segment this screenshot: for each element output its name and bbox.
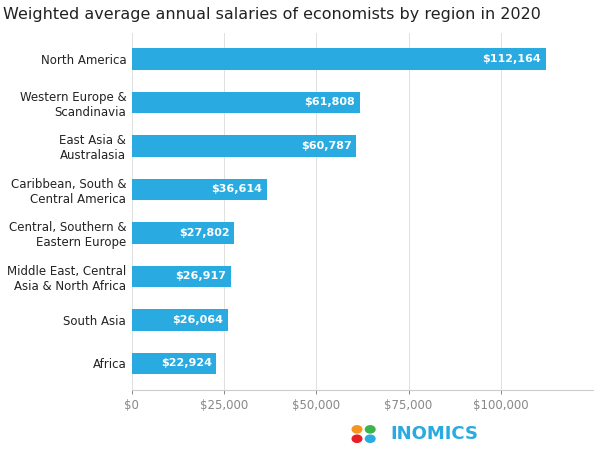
Text: $36,614: $36,614 [211,184,262,194]
Text: $112,164: $112,164 [482,54,541,64]
Text: $61,808: $61,808 [305,98,355,108]
Bar [132,48,545,70]
Text: Weighted average annual salaries of economists by region in 2020: Weighted average annual salaries of econ… [2,7,541,22]
Text: $26,064: $26,064 [173,315,224,325]
Text: $26,917: $26,917 [176,271,227,281]
Bar [132,91,360,113]
Bar [132,222,235,244]
Text: INOMICS: INOMICS [391,425,479,443]
Text: $60,787: $60,787 [301,141,352,151]
Bar [132,179,267,200]
Text: $27,802: $27,802 [179,228,230,238]
Bar [132,266,231,287]
Bar [132,352,217,374]
Bar [132,135,356,157]
Bar [132,309,228,331]
Text: $22,924: $22,924 [161,359,212,369]
